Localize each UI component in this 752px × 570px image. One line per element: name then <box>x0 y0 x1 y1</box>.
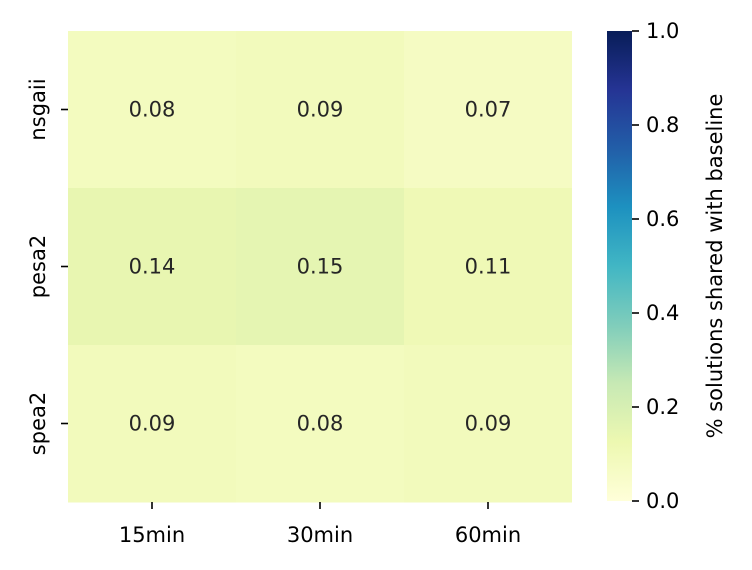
colorbar-tick-label-0.8: 0.8 <box>646 113 679 137</box>
heatmap-cells <box>68 31 572 503</box>
y-tick-label-nsgaii: nsgaii <box>26 78 50 140</box>
cell-annotations: 0.08 0.09 0.07 0.14 0.15 0.11 0.09 0.08 0.09 <box>129 98 512 436</box>
colorbar-tick-label-0.4: 0.4 <box>646 301 679 325</box>
cell-value-nsgaii-30min: 0.09 <box>297 98 344 122</box>
colorbar-ticks: 0.0 0.2 0.4 0.6 0.8 1.0 <box>632 19 679 513</box>
cell-value-nsgaii-60min: 0.07 <box>465 98 512 122</box>
cell-value-pesa2-60min: 0.11 <box>465 255 512 279</box>
colorbar-label: % solutions shared with baseline <box>703 94 727 439</box>
cell-value-pesa2-30min: 0.15 <box>297 255 344 279</box>
heatmap-cell-nsgaii-60min <box>404 31 572 189</box>
colorbar-tick-label-1.0: 1.0 <box>646 19 679 43</box>
x-tick-label-15min: 15min <box>119 523 185 547</box>
colorbar-tick-label-0.2: 0.2 <box>646 395 679 419</box>
heatmap-cell-spea2-60min <box>404 345 572 503</box>
heatmap-cell-spea2-15min <box>68 345 236 503</box>
cell-value-pesa2-15min: 0.14 <box>129 255 176 279</box>
x-tick-label-60min: 60min <box>455 523 521 547</box>
heatmap-cell-pesa2-15min <box>68 188 236 346</box>
heatmap-cell-pesa2-30min <box>236 188 404 346</box>
heatmap-cell-spea2-30min <box>236 345 404 503</box>
heatmap-cell-nsgaii-15min <box>68 31 236 189</box>
cell-value-spea2-30min: 0.08 <box>297 412 344 436</box>
y-tick-label-pesa2: pesa2 <box>26 235 50 298</box>
heatmap-cell-nsgaii-30min <box>236 31 404 189</box>
colorbar-gradient <box>607 31 632 501</box>
cell-value-nsgaii-15min: 0.08 <box>129 98 176 122</box>
colorbar: 0.0 0.2 0.4 0.6 0.8 1.0 % solutions shared wi… <box>607 19 727 513</box>
colorbar-tick-label-0.6: 0.6 <box>646 207 679 231</box>
cell-value-spea2-15min: 0.09 <box>129 412 176 436</box>
y-axis: nsgaii pesa2 spea2 <box>26 78 68 455</box>
x-axis: 15min 30min 60min <box>119 502 521 547</box>
x-tick-label-30min: 30min <box>287 523 353 547</box>
cell-value-spea2-60min: 0.09 <box>465 412 512 436</box>
colorbar-tick-label-0.0: 0.0 <box>646 489 679 513</box>
y-tick-label-spea2: spea2 <box>26 392 50 455</box>
heatmap-cell-pesa2-60min <box>404 188 572 346</box>
